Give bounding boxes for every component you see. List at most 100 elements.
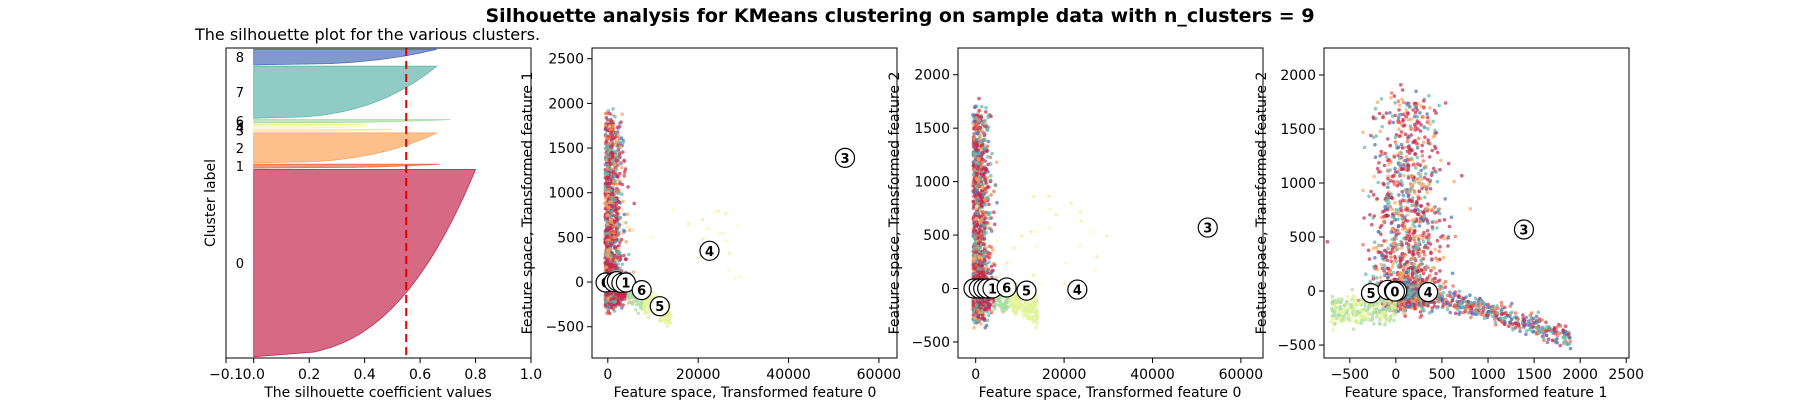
data-point	[1011, 305, 1016, 310]
cluster-label-1: 1	[236, 160, 244, 175]
data-point	[988, 155, 993, 159]
data-point	[971, 206, 976, 210]
x-tick-label: 20000	[1042, 367, 1087, 383]
data-point	[1426, 141, 1431, 145]
data-point	[1433, 276, 1437, 281]
data-point	[1398, 259, 1403, 263]
data-point	[1441, 255, 1446, 260]
data-point	[1426, 246, 1430, 250]
data-point	[1417, 219, 1422, 224]
data-point	[992, 210, 996, 214]
data-point	[1371, 135, 1376, 140]
data-point	[1035, 300, 1039, 304]
data-point	[975, 309, 980, 313]
data-point	[1426, 126, 1430, 131]
data-point	[631, 228, 636, 232]
data-point	[1402, 236, 1406, 240]
data-point	[1013, 293, 1018, 298]
data-point	[974, 116, 979, 120]
cluster-center-6: 6	[631, 280, 652, 301]
data-point	[1446, 244, 1450, 248]
data-point	[617, 178, 621, 183]
data-point	[999, 304, 1003, 309]
data-point	[1035, 314, 1040, 318]
data-point	[1423, 268, 1428, 272]
cluster-center-marker	[996, 277, 1017, 298]
cluster-center-label: 5	[655, 300, 664, 315]
data-point	[974, 140, 979, 144]
data-point	[975, 223, 979, 227]
data-point	[605, 234, 610, 239]
data-point	[1361, 130, 1365, 135]
data-point	[611, 300, 616, 304]
data-point	[1396, 217, 1400, 222]
data-point	[1446, 161, 1451, 166]
data-point	[1393, 101, 1397, 105]
data-point	[974, 250, 978, 254]
data-point	[971, 145, 976, 149]
data-point	[1430, 306, 1434, 310]
data-point	[982, 226, 987, 231]
data-point	[1426, 119, 1431, 123]
data-point	[618, 145, 623, 149]
data-point	[1411, 223, 1415, 227]
silhouette-bars	[253, 48, 477, 358]
data-point	[971, 142, 976, 146]
data-point	[1386, 185, 1390, 190]
scatter-axes-frame	[957, 47, 1264, 359]
cluster-center-label: 3	[1203, 222, 1212, 237]
data-point	[717, 231, 721, 236]
data-point	[614, 158, 619, 163]
data-point	[980, 234, 984, 238]
data-point	[603, 181, 608, 186]
silhouette-x-label: The silhouette coefficient values	[263, 385, 492, 400]
data-point	[971, 173, 976, 177]
data-point	[616, 199, 621, 204]
data-point	[612, 235, 616, 240]
data-point	[986, 313, 991, 318]
data-point	[1393, 201, 1397, 205]
data-point	[626, 294, 630, 298]
data-point	[1026, 307, 1031, 311]
data-point	[613, 115, 617, 119]
data-point	[1361, 188, 1365, 193]
data-point	[1384, 111, 1389, 115]
data-point	[1386, 176, 1390, 181]
cluster-center-marker	[1067, 279, 1088, 300]
data-point	[1421, 159, 1426, 163]
y-axis-label: Feature space, Transformed feature 2	[887, 72, 903, 335]
data-point	[997, 298, 1002, 303]
data-point	[609, 210, 614, 215]
data-point	[976, 167, 980, 171]
data-point	[1418, 111, 1422, 115]
data-point	[1412, 262, 1417, 266]
x-tick-label: 40000	[1130, 367, 1175, 383]
data-point	[1400, 146, 1405, 150]
data-point	[1394, 233, 1398, 238]
figure-title: Silhouette analysis for KMeans clusterin…	[485, 5, 1315, 27]
data-point	[974, 319, 978, 324]
data-point	[971, 160, 976, 165]
data-point	[982, 192, 986, 196]
data-point	[1401, 227, 1405, 232]
data-point	[634, 307, 638, 312]
data-point	[1452, 179, 1456, 184]
data-point	[974, 177, 979, 181]
cluster-center-label: 4	[705, 245, 714, 260]
data-point	[1422, 175, 1427, 180]
data-point	[972, 245, 977, 249]
data-point	[1367, 194, 1371, 199]
data-point	[612, 214, 617, 218]
data-point	[1378, 275, 1383, 280]
data-point	[1434, 220, 1438, 224]
data-point	[620, 208, 624, 212]
cluster-center-label: 5	[1022, 285, 1031, 300]
data-point	[1389, 255, 1393, 259]
data-point	[1437, 218, 1442, 223]
data-point	[978, 219, 982, 223]
data-point	[1379, 262, 1383, 267]
x-tick-label: 0	[971, 367, 980, 383]
data-point	[1028, 229, 1033, 234]
